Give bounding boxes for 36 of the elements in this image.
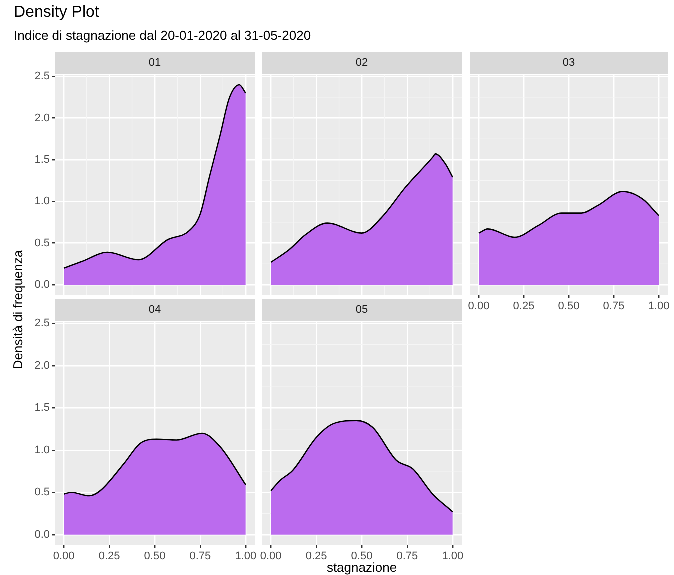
text: 03 [470,52,668,74]
chart-title: Density Plot [14,4,100,22]
y-tick-label: 0.5 [34,237,50,250]
x-tick-label: 0.25 [513,300,535,313]
x-tick-label: 0.75 [603,300,625,313]
y-tick-label: 2.0 [34,112,50,124]
y-axis-title: Densità di frequenza [10,250,26,370]
x-tick-label: 0.75 [396,550,418,563]
x-tick-label: 0.50 [351,550,373,563]
y-tick-label: 1.0 [34,444,50,456]
x-tick-label: 1.00 [235,550,257,563]
text: 05 [262,299,462,321]
x-tick-label: 0.75 [190,550,212,563]
y-tick-label: 2.5 [34,70,50,83]
y-tick-label: 0.0 [34,279,50,292]
text: 02 [262,52,462,74]
x-axis-title: stagnazione [326,560,398,575]
x-tick-label: 0.25 [98,550,120,563]
y-tick-label: 1.5 [34,154,50,166]
x-tick-label: 1.00 [648,300,670,313]
y-tick-label: 1.0 [34,196,50,208]
text: 01 [55,52,255,74]
y-tick-label: 1.5 [34,402,50,414]
y-tick-label: 0.5 [34,486,50,499]
x-tick-label: 0.25 [306,550,328,563]
x-tick-label: 0.00 [468,300,490,313]
x-tick-label: 1.00 [442,550,464,563]
x-tick-label: 0.00 [260,550,282,563]
x-tick-label: 0.50 [558,300,580,313]
text: 04 [55,299,255,321]
x-tick-label: 0.00 [53,550,75,563]
y-tick-label: 0.0 [34,528,50,541]
chart-subtitle: Indice di stagnazione dal 20-01-2020 al 31-05-2020 [14,28,312,43]
y-tick-label: 2.0 [34,360,50,372]
x-tick-label: 0.50 [144,550,166,563]
y-tick-label: 2.5 [34,318,50,330]
